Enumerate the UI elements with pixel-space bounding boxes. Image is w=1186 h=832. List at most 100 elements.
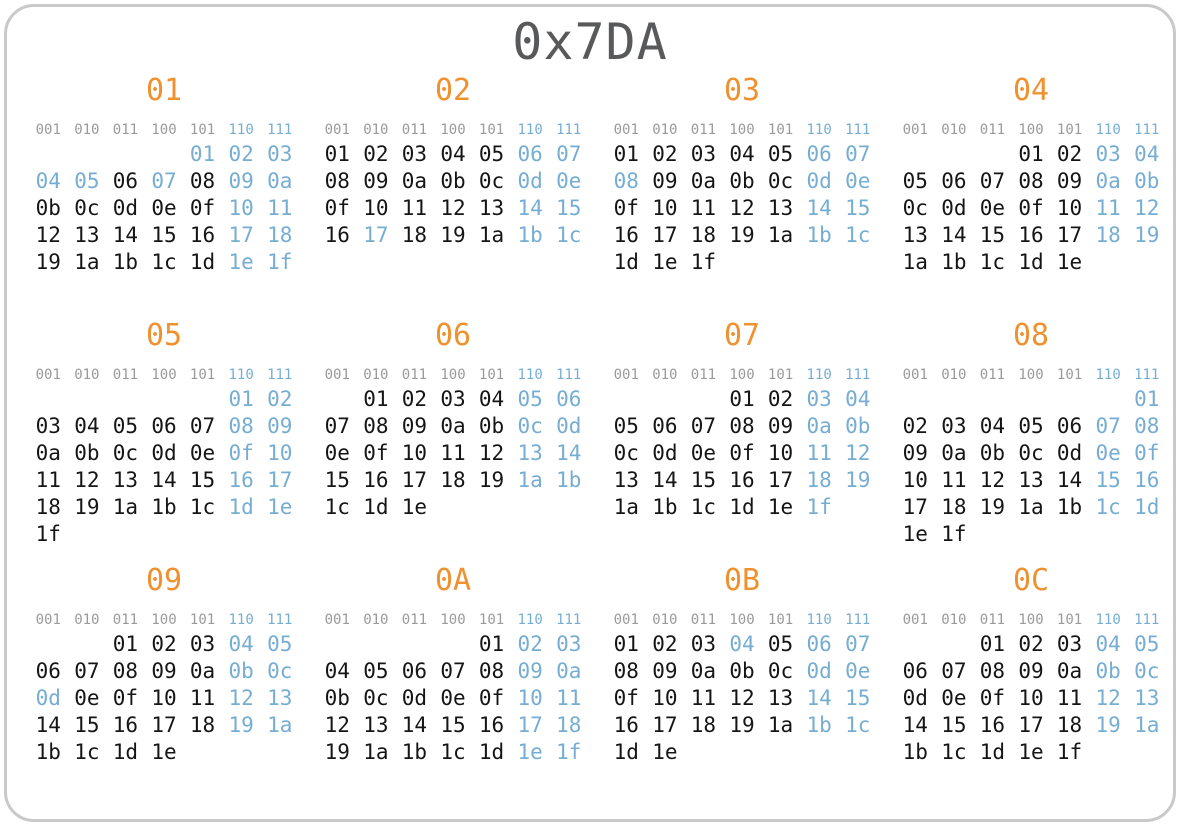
day-cell: 1c: [690, 495, 717, 519]
day-cell: 15: [74, 713, 100, 737]
day-cell: 01: [729, 387, 755, 411]
day-cell: 02: [517, 632, 543, 656]
weekday-cell: 101: [478, 367, 505, 383]
day-cell: 16: [324, 223, 350, 247]
day-cell: 12: [440, 196, 466, 220]
month-06: 06 001 010 011 100 101 110 111 01 02 03 04 05 06 07 08 0…: [318, 318, 588, 551]
weekday-cell: 100: [1018, 367, 1044, 383]
weekday-cell: 001: [613, 367, 639, 383]
weekday-cell: 001: [35, 612, 61, 628]
day-cell: 04: [1095, 632, 1121, 656]
weekday-cell: 011: [979, 367, 1006, 383]
day-cell: 18: [690, 223, 717, 247]
day-cell: 17: [767, 468, 794, 492]
day-cell: 17: [363, 223, 389, 247]
day-cell: 17: [652, 713, 678, 737]
weekday-cell: 010: [941, 612, 967, 628]
day-grid: 01 02 03 04 05 06 07 08 09 0a 0b 0c 0d 0e 0f 10 11 12 13 14…: [896, 386, 1166, 548]
weekday-cell: 001: [902, 122, 928, 138]
month-label: 01: [145, 73, 183, 108]
day-cell: 1b: [517, 223, 543, 247]
weekday-cell: 101: [1056, 612, 1083, 628]
day-cell: 06: [806, 142, 832, 166]
weekday-cell: 110: [228, 122, 254, 138]
day-cell: 1a: [517, 468, 543, 492]
day-cell: 1d: [228, 495, 254, 519]
day-cell: 0c: [363, 686, 389, 710]
month-label: 04: [1012, 73, 1050, 108]
day-cell: 0e: [690, 441, 717, 465]
empty-cell: [896, 631, 935, 658]
day-cell: 18: [267, 223, 293, 247]
day-cell: 12: [324, 713, 350, 737]
day-cell: 07: [151, 169, 177, 193]
day-cell: 1c: [74, 740, 100, 764]
empty-cell: [68, 631, 107, 658]
day-cell: 02: [267, 387, 293, 411]
day-cell: 1f: [941, 522, 967, 546]
day-cell: 09: [401, 414, 428, 438]
day-cell: 08: [478, 659, 505, 683]
weekday-cell: 100: [729, 612, 755, 628]
day-cell: 16: [613, 223, 639, 247]
day-cell: 04: [979, 414, 1006, 438]
day-cell: 1d: [613, 740, 639, 764]
day-cell: 09: [228, 169, 254, 193]
day-cell: 03: [941, 414, 967, 438]
empty-cell: [896, 141, 935, 168]
day-cell: 12: [35, 223, 61, 247]
weekday-cell: 101: [1056, 122, 1083, 138]
day-cell: 0c: [1018, 441, 1044, 465]
day-cell: 0d: [806, 169, 832, 193]
empty-cell: [29, 386, 68, 413]
empty-cell: [145, 141, 184, 168]
day-cell: 1a: [767, 223, 794, 247]
day-cell: 05: [74, 169, 100, 193]
month-0B: 0B 001 010 011 100 101 110 111 01 02 03 04 05 06 07 08 0…: [607, 563, 877, 796]
day-cell: 0d: [1056, 441, 1083, 465]
day-cell: 10: [151, 686, 177, 710]
weekday-header: 001 010 011 100 101 110 111: [896, 121, 1166, 139]
day-cell: 0b: [729, 169, 755, 193]
month-0C: 0C 001 010 011 100 101 110 111 01 02 03 04 05 06 07 08 0…: [896, 563, 1166, 796]
day-cell: 03: [556, 632, 582, 656]
weekday-cell: 011: [401, 367, 428, 383]
day-cell: 1a: [767, 713, 794, 737]
day-cell: 18: [1056, 713, 1083, 737]
weekday-header: 001 010 011 100 101 110 111: [29, 366, 299, 384]
day-grid: 01 02 03 04 05 06 07 08 09 0a 0b 0c 0d 0e 0f 10 11 12 13 14…: [896, 141, 1166, 276]
day-cell: 1a: [1134, 713, 1160, 737]
day-cell: 0f: [112, 686, 139, 710]
day-cell: 11: [35, 468, 61, 492]
day-cell: 08: [112, 659, 139, 683]
day-cell: 10: [267, 441, 293, 465]
day-cell: 04: [1134, 142, 1160, 166]
day-grid: 01 02 03 04 05 06 07 08 09 0a 0b 0c 0d 0e 0f 10 11 12 13 14…: [896, 631, 1166, 766]
day-cell: 06: [902, 659, 928, 683]
day-cell: 11: [401, 196, 428, 220]
weekday-cell: 100: [440, 367, 466, 383]
day-cell: 13: [1018, 468, 1044, 492]
empty-cell: [1012, 386, 1051, 413]
day-cell: 0f: [613, 196, 639, 220]
day-cell: 1c: [324, 495, 350, 519]
day-cell: 1d: [729, 495, 755, 519]
day-cell: 0e: [189, 441, 216, 465]
day-cell: 04: [74, 414, 100, 438]
day-cell: 15: [151, 223, 177, 247]
weekday-header: 001 010 011 100 101 110 111: [318, 366, 588, 384]
day-cell: 06: [941, 169, 967, 193]
empty-cell: [395, 631, 434, 658]
day-cell: 0f: [979, 686, 1006, 710]
day-cell: 05: [613, 414, 639, 438]
empty-cell: [434, 631, 473, 658]
day-cell: 02: [363, 142, 389, 166]
empty-cell: [1050, 386, 1089, 413]
weekday-cell: 011: [401, 122, 428, 138]
day-cell: 0c: [613, 441, 639, 465]
day-grid: 01 02 03 04 05 06 07 08 09 0a 0b 0c 0d 0e 0f 10 11 12 13 14…: [607, 631, 877, 766]
day-cell: 03: [1095, 142, 1121, 166]
day-cell: 16: [112, 713, 139, 737]
day-cell: 08: [324, 169, 350, 193]
weekday-cell: 101: [189, 122, 216, 138]
